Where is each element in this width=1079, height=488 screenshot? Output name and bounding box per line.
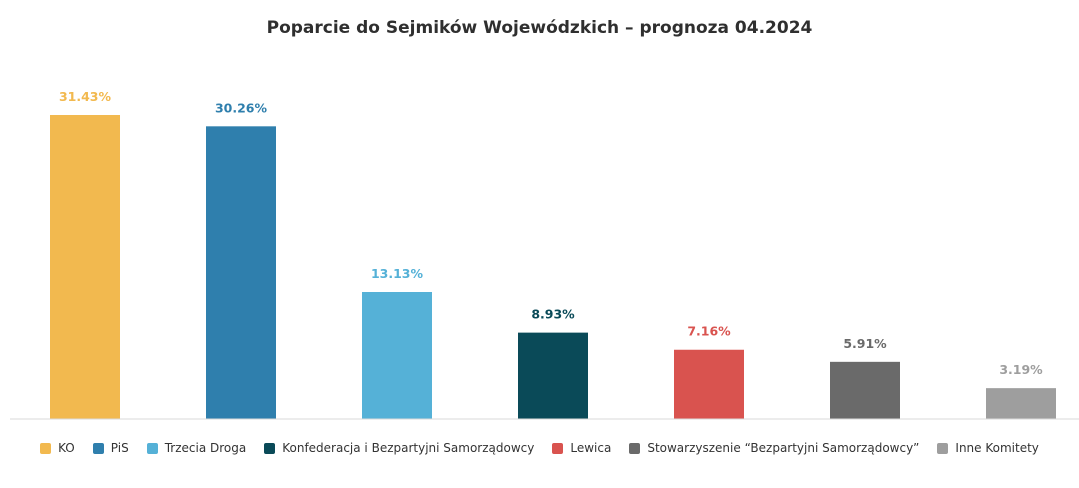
legend-label-4: Lewica (570, 441, 612, 455)
legend-swatch-3 (264, 442, 276, 454)
bar-5 (830, 361, 900, 419)
data-label-5: 5.91% (843, 336, 887, 351)
bar-1 (206, 126, 276, 419)
legend-swatch-5 (629, 442, 641, 454)
data-label-1: 30.26% (215, 100, 268, 115)
bar-2 (362, 292, 432, 419)
data-label-6: 3.19% (999, 362, 1043, 377)
legend: KO PiS Trzecia Droga Konfederacja i Bezpart… (0, 441, 1079, 455)
legend-item-5: Stowarzyszenie “Bezpartyjni Samorządowcy… (629, 441, 919, 455)
legend-label-1: PiS (110, 441, 129, 455)
data-label-2: 13.13% (371, 266, 424, 281)
legend-label-6: Inne Komitety (955, 441, 1039, 455)
legend-swatch-2 (146, 442, 158, 454)
legend-swatch-1 (92, 442, 104, 454)
legend-label-3: Konfederacja i Bezpartyjni Samorządowcy (282, 441, 535, 455)
legend-item-4: Lewica (552, 441, 611, 455)
legend-item-1: PiS (92, 441, 129, 455)
bar-chart: 31.43% 30.26% 13.13% 8.93% 7.16% 5.91% 3.19% (10, 89, 1079, 420)
legend-item-0: KO (40, 441, 75, 455)
legend-item-2: Trzecia Droga (146, 441, 247, 455)
bar-3 (518, 332, 588, 419)
legend-item-6: Inne Komitety (937, 441, 1039, 455)
bar-4 (674, 349, 744, 419)
legend-swatch-0 (40, 442, 52, 454)
data-label-0: 31.43% (59, 89, 112, 104)
bar-0 (50, 115, 120, 419)
legend-swatch-4 (552, 442, 564, 454)
chart-title: Poparcie do Sejmików Wojewódzkich – prog… (266, 18, 813, 38)
legend-label-0: KO (58, 441, 75, 455)
bar-6 (986, 388, 1056, 419)
legend-label-5: Stowarzyszenie “Bezpartyjni Samorządowcy… (647, 441, 920, 455)
data-label-3: 8.93% (531, 307, 575, 322)
legend-item-3: Konfederacja i Bezpartyjni Samorządowcy (264, 441, 534, 455)
data-label-4: 7.16% (687, 324, 731, 339)
legend-swatch-6 (937, 442, 949, 454)
legend-label-2: Trzecia Droga (164, 441, 247, 455)
